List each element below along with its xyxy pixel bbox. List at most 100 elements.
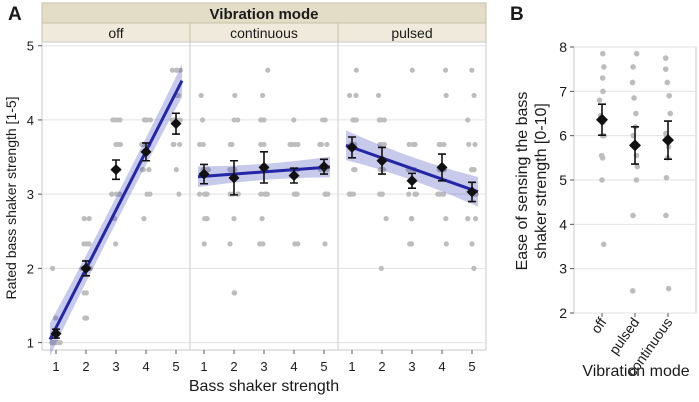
raw-point bbox=[231, 117, 237, 123]
raw-point bbox=[320, 117, 326, 123]
mean-marker bbox=[436, 161, 448, 173]
raw-point bbox=[115, 141, 121, 148]
panel-b-label: B bbox=[510, 4, 524, 25]
raw-point bbox=[348, 191, 354, 197]
raw-point bbox=[443, 92, 449, 99]
raw-point bbox=[663, 212, 669, 219]
raw-point bbox=[227, 241, 233, 247]
mean-marker bbox=[50, 328, 62, 340]
mean-marker bbox=[170, 118, 182, 130]
panel-a-xlabel: Bass shaker strength bbox=[189, 378, 339, 395]
x-tick-label: off bbox=[588, 314, 610, 336]
mean-marker bbox=[110, 164, 122, 176]
raw-point bbox=[633, 177, 640, 183]
raw-point bbox=[53, 315, 59, 321]
raw-point bbox=[201, 191, 208, 197]
raw-point bbox=[406, 191, 412, 197]
raw-point bbox=[205, 167, 211, 173]
raw-point bbox=[144, 191, 150, 197]
x-tick-label: 5 bbox=[172, 359, 179, 374]
raw-point bbox=[469, 241, 475, 247]
raw-point bbox=[469, 67, 475, 73]
x-tick-label: 2 bbox=[82, 359, 89, 374]
raw-point bbox=[412, 141, 418, 148]
raw-point bbox=[176, 191, 182, 197]
raw-point bbox=[289, 141, 295, 148]
raw-point bbox=[601, 64, 607, 70]
mean-marker bbox=[406, 175, 418, 187]
raw-point bbox=[377, 141, 383, 148]
panel-a: off 1 2 3 4 5 continuous 1 2 3 4 5 pulsed 1 2 3 4 5 1 2 3 4 5 bbox=[27, 22, 487, 374]
raw-point bbox=[258, 141, 264, 148]
raw-point bbox=[83, 290, 89, 296]
raw-point bbox=[111, 117, 117, 123]
x-tick-label: 1 bbox=[200, 359, 207, 374]
raw-point bbox=[665, 285, 672, 292]
raw-point bbox=[174, 67, 180, 73]
raw-point bbox=[379, 191, 385, 197]
raw-point bbox=[470, 167, 476, 173]
raw-point bbox=[666, 92, 672, 99]
raw-point bbox=[196, 191, 203, 197]
raw-point bbox=[472, 216, 479, 222]
raw-point bbox=[291, 117, 297, 123]
raw-point bbox=[258, 191, 264, 197]
raw-point bbox=[409, 241, 415, 247]
raw-point bbox=[82, 315, 88, 321]
raw-point bbox=[664, 79, 671, 86]
x-tick-label: 3 bbox=[112, 359, 119, 374]
raw-point bbox=[324, 141, 330, 148]
y-tick-label: 2 bbox=[27, 261, 34, 276]
raw-point bbox=[465, 216, 471, 222]
raw-point bbox=[231, 216, 237, 222]
x-tick-label: 5 bbox=[320, 359, 327, 374]
raw-point bbox=[113, 191, 119, 197]
raw-point bbox=[599, 177, 605, 183]
mean-marker bbox=[346, 141, 358, 153]
raw-point bbox=[596, 97, 603, 103]
y-tick-label: 5 bbox=[559, 172, 567, 188]
panel-b-ylabel-line1: Ease of sensing the bass bbox=[514, 92, 531, 271]
x-tick-label: 2 bbox=[230, 359, 237, 374]
raw-point bbox=[259, 216, 265, 222]
raw-point bbox=[175, 92, 181, 99]
panel-b-ylabel-line2: shaker strength [0-10] bbox=[533, 103, 550, 259]
raw-point bbox=[235, 117, 241, 123]
raw-point bbox=[54, 339, 60, 346]
raw-point bbox=[141, 216, 147, 222]
facet-strip-label: off bbox=[108, 25, 123, 41]
y-tick-label: 4 bbox=[559, 216, 567, 232]
raw-point bbox=[406, 141, 412, 148]
y-tick-label: 7 bbox=[559, 83, 567, 99]
panel-b-xlabel: Vibration mode bbox=[582, 363, 689, 380]
mean-marker bbox=[80, 262, 92, 274]
raw-point bbox=[169, 67, 175, 73]
raw-point bbox=[201, 241, 207, 247]
y-tick-label: 3 bbox=[559, 261, 567, 277]
raw-point bbox=[600, 241, 607, 248]
fit-line bbox=[345, 143, 479, 194]
raw-point bbox=[109, 191, 115, 197]
raw-point bbox=[634, 163, 641, 170]
raw-point bbox=[629, 79, 636, 86]
raw-point bbox=[352, 167, 358, 173]
raw-point bbox=[351, 117, 357, 123]
mean-marker bbox=[376, 155, 388, 167]
mean-marker bbox=[258, 161, 270, 173]
raw-point bbox=[177, 117, 184, 123]
raw-point bbox=[630, 64, 636, 70]
panel-a-label: A bbox=[8, 4, 22, 25]
raw-point bbox=[265, 67, 271, 73]
raw-point bbox=[197, 141, 203, 148]
raw-point bbox=[631, 95, 637, 101]
raw-point bbox=[204, 216, 210, 222]
raw-point bbox=[471, 265, 477, 271]
raw-point bbox=[325, 191, 331, 197]
raw-point bbox=[600, 50, 606, 57]
raw-point bbox=[229, 141, 235, 148]
raw-point bbox=[471, 92, 477, 99]
raw-point bbox=[81, 216, 87, 222]
mean-marker bbox=[662, 134, 674, 147]
x-tick-label: 4 bbox=[438, 359, 445, 374]
raw-point bbox=[141, 117, 147, 123]
